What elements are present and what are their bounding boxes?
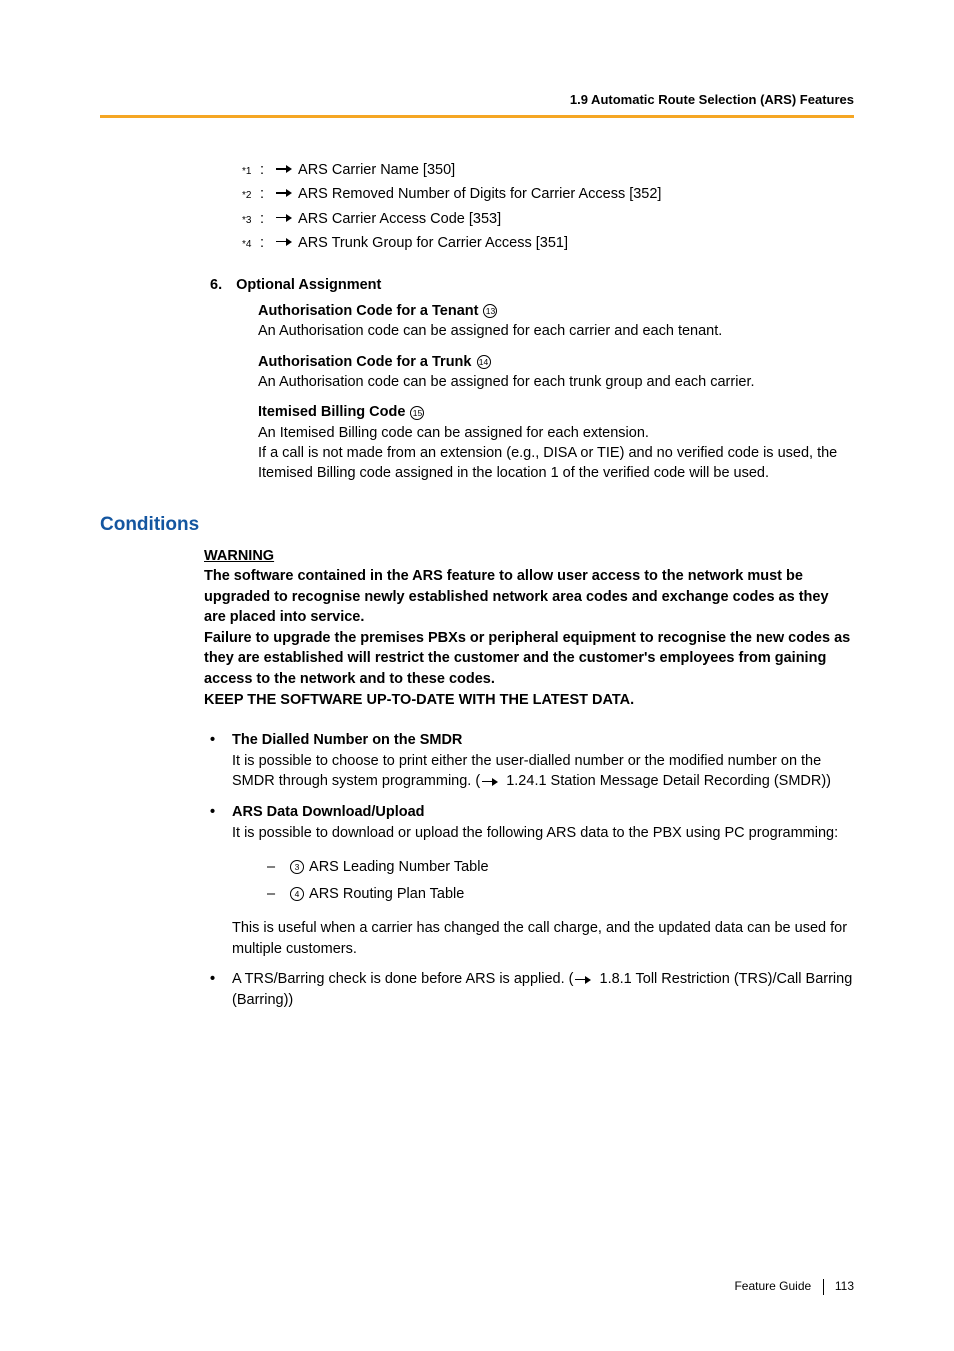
- footnote-row: *4: ARS Trunk Group for Carrier Access […: [242, 233, 854, 253]
- arrow-icon: [276, 188, 294, 198]
- section-title: Optional Assignment: [236, 277, 381, 293]
- arrow-icon: [276, 237, 294, 247]
- dash-row: – 3 ARS Leading Number Table: [267, 857, 854, 878]
- bullet-title: The Dialled Number on the SMDR: [232, 732, 462, 748]
- bullet-dot-icon: •: [210, 969, 232, 1010]
- subsection-body: An Authorisation code can be assigned fo…: [258, 323, 722, 339]
- bullet-title: ARS Data Download/Upload: [232, 804, 425, 820]
- footnote-list: *1: ARS Carrier Name [350] *2: ARS Remov…: [242, 160, 854, 253]
- bullet-dot-icon: •: [210, 802, 232, 959]
- subsection-title: Authorisation Code for a Tenant: [258, 303, 478, 319]
- footer-page-number: 113: [835, 1279, 854, 1293]
- dash-icon: –: [267, 857, 289, 878]
- bullet-body: It is possible to download or upload the…: [232, 825, 838, 841]
- warning-body: The software contained in the ARS featur…: [204, 566, 854, 628]
- footnote-text: ARS Trunk Group for Carrier Access [351]: [298, 233, 568, 253]
- section-number: 6.: [210, 277, 222, 293]
- bullet-after: This is useful when a carrier has change…: [232, 920, 847, 957]
- warning-body: Failure to upgrade the premises PBXs or …: [204, 628, 854, 690]
- bullet-item: • A TRS/Barring check is done before ARS…: [210, 969, 854, 1010]
- conditions-heading: Conditions: [100, 514, 854, 536]
- subsection-body-2: If a call is not made from an extension …: [258, 445, 837, 481]
- warning-body: KEEP THE SOFTWARE UP-TO-DATE WITH THE LA…: [204, 690, 854, 711]
- bullet-item: • ARS Data Download/Upload It is possibl…: [210, 802, 854, 959]
- arrow-icon: [276, 164, 294, 174]
- dash-text: ARS Routing Plan Table: [309, 884, 464, 905]
- footnote-sup: *4: [242, 238, 260, 252]
- footer-separator-icon: [823, 1279, 824, 1295]
- footnote-sup: *2: [242, 189, 260, 203]
- subsection: Itemised Billing Code 15 An Itemised Bil…: [258, 402, 854, 483]
- dash-row: – 4 ARS Routing Plan Table: [267, 884, 854, 905]
- bullet-ref: 1.24.1 Station Message Detail Recording …: [506, 773, 831, 789]
- subsection: Authorisation Code for a Trunk 14 An Aut…: [258, 352, 854, 393]
- dash-icon: –: [267, 884, 289, 905]
- bullet-dot-icon: •: [210, 730, 232, 792]
- dash-list: – 3 ARS Leading Number Table – 4 ARS Rou…: [267, 857, 854, 904]
- subsection-body: An Authorisation code can be assigned fo…: [258, 374, 755, 390]
- footnote-text: ARS Removed Number of Digits for Carrier…: [298, 184, 661, 204]
- section-6-header: 6. Optional Assignment: [210, 277, 854, 293]
- subsection-title: Authorisation Code for a Trunk: [258, 354, 471, 370]
- circled-number-icon: 13: [483, 304, 497, 318]
- footer-label: Feature Guide: [734, 1279, 811, 1293]
- header-rule: [100, 115, 854, 118]
- subsection: Authorisation Code for a Tenant 13 An Au…: [258, 301, 854, 342]
- arrow-icon: [575, 975, 593, 985]
- subsection-title: Itemised Billing Code: [258, 404, 405, 420]
- footnote-row: *3: ARS Carrier Access Code [353]: [242, 209, 854, 229]
- footnote-text: ARS Carrier Access Code [353]: [298, 209, 501, 229]
- bullet-item: • The Dialled Number on the SMDR It is p…: [210, 730, 854, 792]
- arrow-icon: [482, 777, 500, 787]
- page-section-header: 1.9 Automatic Route Selection (ARS) Feat…: [100, 92, 854, 115]
- arrow-icon: [276, 213, 294, 223]
- warning-block: WARNING The software contained in the AR…: [204, 546, 854, 711]
- bullet-body-pre: A TRS/Barring check is done before ARS i…: [232, 971, 573, 987]
- footnote-sup: *1: [242, 165, 260, 179]
- footnote-row: *1: ARS Carrier Name [350]: [242, 160, 854, 180]
- subsection-body: An Itemised Billing code can be assigned…: [258, 425, 649, 441]
- circled-number-icon: 14: [477, 355, 491, 369]
- footnote-sup: *3: [242, 214, 260, 228]
- page-footer: Feature Guide 113: [734, 1279, 854, 1295]
- footnote-row: *2: ARS Removed Number of Digits for Car…: [242, 184, 854, 204]
- footnote-text: ARS Carrier Name [350]: [298, 160, 455, 180]
- circled-number-icon: 3: [290, 860, 304, 874]
- dash-text: ARS Leading Number Table: [309, 857, 488, 878]
- warning-title: WARNING: [204, 546, 854, 567]
- circled-number-icon: 15: [410, 406, 424, 420]
- circled-number-icon: 4: [290, 887, 304, 901]
